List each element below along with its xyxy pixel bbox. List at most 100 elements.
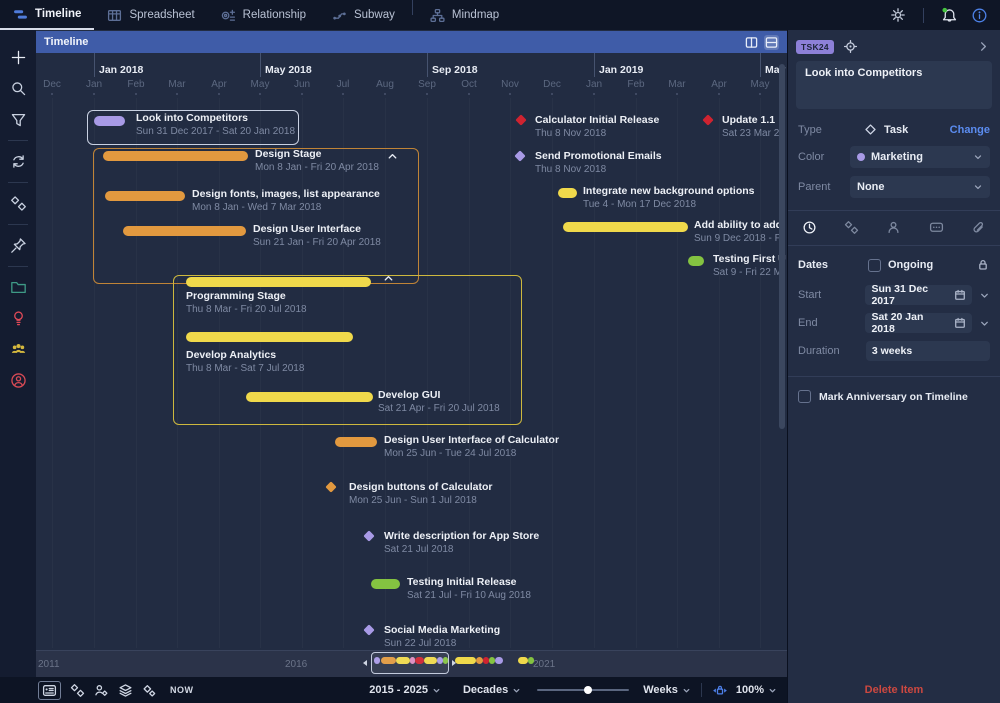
sidebar-people-button[interactable] — [0, 334, 36, 365]
inspector-tab-relations[interactable] — [844, 220, 859, 238]
collapse-group-chevron[interactable] — [386, 150, 399, 168]
month-label: Jul — [336, 79, 350, 90]
sidebar-pin-button[interactable] — [0, 230, 36, 261]
sidebar-bulb-button[interactable] — [0, 303, 36, 334]
month-label: Feb — [627, 79, 645, 90]
sidebar-relations-button[interactable] — [0, 188, 36, 219]
toolbar-layers-button[interactable] — [118, 683, 133, 698]
sidebar-search-button[interactable] — [0, 73, 36, 104]
bottom-toolbar: NOW 2015 - 2025 Decades Weeks 100% — [0, 677, 787, 703]
info-icon[interactable] — [971, 7, 988, 24]
delete-item-button[interactable]: Delete Item — [864, 684, 924, 696]
minimap-year-label: 2016 — [285, 659, 308, 670]
calendar-icon[interactable] — [954, 317, 966, 329]
item-text: Testing Initial Release Sat 21 Jul - Fri … — [407, 576, 531, 602]
month-label: Dec — [43, 79, 61, 90]
minimap-viewport[interactable] — [371, 652, 449, 674]
settings-icon[interactable] — [890, 7, 906, 23]
item-text: Social Media Marketing Sun 22 Jul 2018 — [384, 624, 500, 650]
tab-subway-icon — [332, 8, 347, 23]
zoom-slider[interactable] — [537, 686, 630, 694]
inspector-tab-comment[interactable] — [929, 220, 944, 238]
tab-label: Relationship — [242, 9, 306, 21]
color-value: Marketing — [871, 151, 923, 163]
duration-input[interactable]: 3 weeks — [865, 341, 990, 361]
item-label: Design User Interface of Calculator — [384, 434, 560, 446]
item-text: Design User Interface of Calculator Mon 2… — [384, 434, 559, 460]
start-date-chevron-icon[interactable] — [979, 290, 990, 301]
change-type-button[interactable]: Change — [949, 123, 990, 136]
tab-mindmap[interactable]: Mindmap — [417, 0, 512, 30]
sidebar-filter-button[interactable] — [0, 104, 36, 135]
calendar-icon[interactable] — [954, 289, 966, 301]
lock-navigation-icon[interactable] — [712, 682, 728, 698]
top-bar: Timeline Spreadsheet Relationship Subway Min… — [0, 0, 1000, 30]
minimap-bar — [528, 657, 534, 664]
lock-dates-icon[interactable] — [976, 258, 990, 272]
color-swatch — [857, 153, 865, 161]
split-rows-icon[interactable] — [764, 34, 779, 50]
zoom-dropdown[interactable]: 100% — [736, 684, 777, 696]
scale-dropdown[interactable]: Decades — [463, 684, 521, 696]
month-label: Mar — [668, 79, 686, 90]
sidebar-person-circle-button[interactable] — [0, 365, 36, 396]
chevron-down-icon — [682, 686, 691, 695]
tab-subway[interactable]: Subway — [319, 0, 408, 30]
item-bar — [688, 256, 704, 266]
item-dates: Tue 4 - Mon 17 Dec 2018 — [583, 199, 697, 210]
end-label: End — [798, 317, 818, 329]
inspector-tab-clock[interactable] — [802, 220, 817, 238]
duration-value: 3 weeks — [871, 345, 913, 357]
toolbar-relations-button[interactable] — [70, 683, 85, 698]
item-text: Calculator Initial Release Thu 8 Nov 2018 — [535, 114, 659, 140]
pin-icon — [10, 237, 27, 254]
minimap-scroll-left[interactable] — [363, 660, 367, 666]
month-label: Aug — [376, 79, 394, 90]
split-columns-icon[interactable] — [745, 36, 758, 49]
tab-timeline[interactable]: Timeline — [0, 0, 95, 30]
month-tick-dot — [176, 93, 178, 95]
color-select[interactable]: Marketing — [850, 146, 990, 168]
notifications-icon[interactable] — [941, 7, 958, 24]
ongoing-label: Ongoing — [888, 259, 934, 271]
tab-spreadsheet[interactable]: Spreadsheet — [94, 0, 207, 30]
nested-icon — [142, 683, 157, 698]
range-dropdown[interactable]: 2015 - 2025 — [369, 684, 441, 696]
zoom-slider-knob[interactable] — [584, 686, 593, 694]
item-label: Look into Competitors — [136, 112, 248, 124]
inspector-tab-person[interactable] — [886, 220, 901, 238]
now-button[interactable]: NOW — [170, 685, 194, 695]
end-date-input[interactable]: Sat 20 Jan 2018 — [865, 311, 972, 335]
item-text: Add ability to add Sun 9 Dec 2018 - F — [694, 219, 782, 245]
locate-icon[interactable] — [843, 39, 858, 54]
toolbar-nested-button[interactable] — [142, 683, 157, 698]
item-label: Send Promotional Emails — [535, 150, 662, 162]
sidebar-folder-button[interactable] — [0, 272, 36, 303]
timeline-minimap[interactable]: 2011 2016 2021 — [36, 650, 787, 677]
unit-dropdown[interactable]: Weeks — [643, 684, 691, 696]
item-dates: Mon 8 Jan - Wed 7 Mar 2018 — [192, 202, 322, 213]
vertical-scrollbar[interactable] — [779, 64, 785, 429]
collapse-group-chevron[interactable] — [382, 272, 395, 290]
ongoing-checkbox[interactable] — [868, 258, 881, 272]
month-label: Dec — [543, 79, 561, 90]
start-date-input[interactable]: Sun 31 Dec 2017 — [865, 283, 972, 307]
tab-relationship[interactable]: Relationship — [208, 0, 319, 30]
toolbar-entity-button[interactable] — [94, 683, 109, 698]
toolbar-card-button[interactable] — [38, 680, 61, 700]
sidebar-sync-button[interactable] — [0, 146, 36, 177]
minimap-scroll-right[interactable] — [452, 660, 456, 666]
parent-select[interactable]: None — [850, 176, 990, 198]
collapse-panel-chevron-icon[interactable] — [977, 40, 990, 53]
end-date-chevron-icon[interactable] — [979, 318, 990, 329]
item-text: Design fonts, images, list appearance Mon… — [192, 188, 380, 214]
month-tick-dot — [342, 93, 344, 95]
minimap-bar — [415, 657, 424, 664]
major-tick — [260, 53, 261, 77]
inspector-tab-clip[interactable] — [971, 220, 986, 238]
minimap-bar — [410, 657, 415, 664]
item-title-input[interactable]: Look into Competitors — [796, 61, 992, 109]
anniversary-checkbox[interactable] — [798, 390, 811, 403]
sidebar-add-button[interactable] — [0, 42, 36, 73]
